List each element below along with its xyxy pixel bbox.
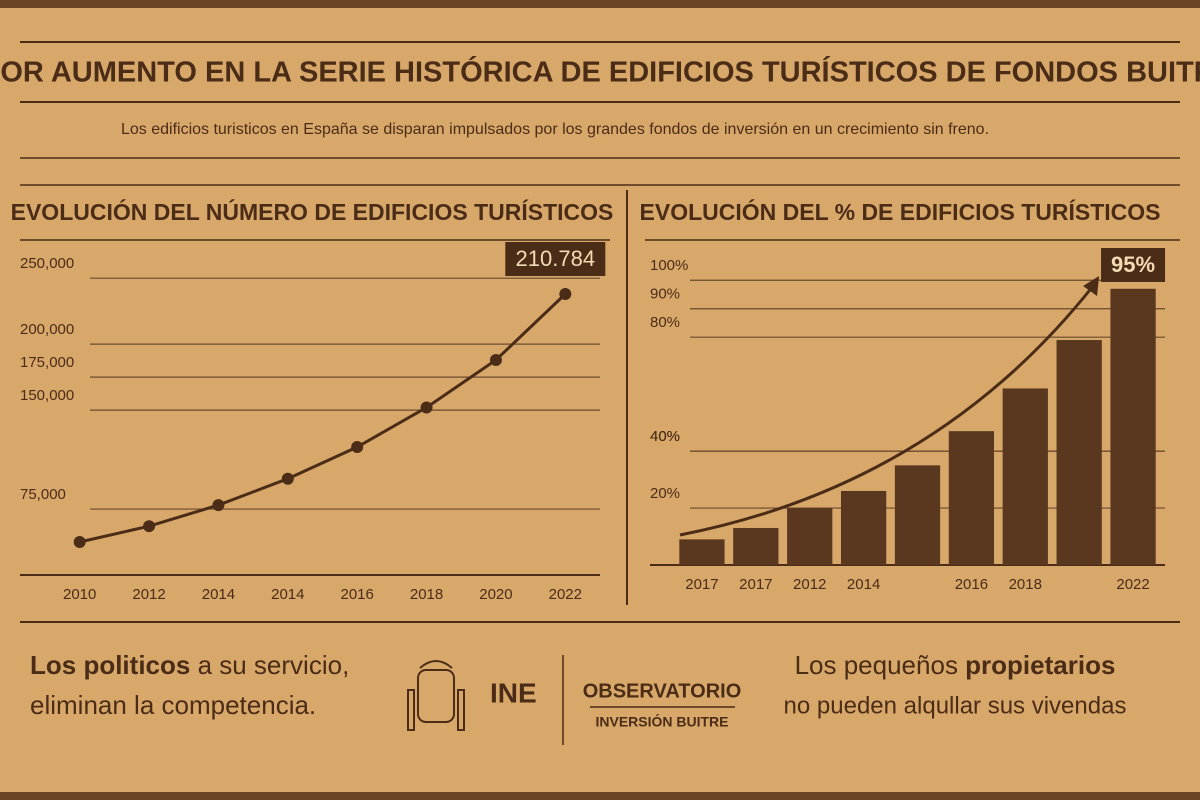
y-tick-label: 40% [650, 428, 680, 445]
bar [787, 508, 833, 565]
marker [143, 520, 156, 533]
annotation: 210.784 [516, 246, 596, 271]
marker [420, 401, 433, 414]
marker [351, 441, 364, 454]
bar [1002, 388, 1048, 565]
bar [1056, 340, 1102, 565]
x-tick-label: 2017 [685, 576, 718, 593]
chart-title: EVOLUCIÓN DEL % DE EDIFICIOS TURÍSTICOS [640, 198, 1161, 225]
annotation-box [505, 242, 606, 277]
footer-left: eliminan la competencia. [30, 690, 316, 720]
marker [281, 472, 294, 485]
footer-bold: propietarios [965, 650, 1115, 680]
x-tick-label: 2012 [132, 586, 165, 603]
arrow-head [1083, 276, 1100, 296]
footer-right: Los pequeños propietarios [795, 650, 1116, 680]
y-tick-label: 250,000 [20, 255, 74, 272]
x-tick-label: 2016 [341, 586, 374, 603]
x-tick-label: 2012 [793, 576, 826, 593]
x-tick-label: 2022 [1116, 576, 1149, 593]
bar [679, 539, 725, 565]
top-border [0, 0, 1200, 8]
bar [733, 527, 779, 565]
bar [840, 490, 887, 565]
bottom-border [0, 792, 1200, 800]
x-tick-label: 2022 [549, 586, 582, 603]
footer-text: a su servicio, [190, 650, 349, 680]
y-tick-label: 90% [650, 286, 680, 303]
chart-title: EVOLUCIÓN DEL NÚMERO DE EDIFICIOS TURÍST… [11, 198, 614, 225]
crest [407, 660, 465, 731]
x-tick-label: 2017 [739, 576, 772, 593]
marker [73, 536, 86, 549]
subtitle: Los edificios turisticos en España se di… [121, 121, 989, 138]
observatory-sub: INVERSIÓN BUITRE [595, 713, 728, 730]
footer-left: Los politicos a su servicio, [30, 650, 349, 680]
annotation: 95% [1111, 252, 1155, 277]
marker [212, 499, 225, 512]
bar [894, 465, 941, 565]
x-tick-label: 2020 [479, 586, 512, 603]
marker [559, 288, 572, 301]
logo: INE [490, 677, 537, 708]
line [79, 292, 567, 544]
x-tick-label: 2018 [1009, 576, 1042, 593]
x-tick-label: 2014 [202, 586, 235, 603]
trend-arrow [679, 285, 1095, 537]
footer-text: Los pequeños [795, 650, 966, 680]
observatory: OBSERVATORIO [583, 680, 742, 702]
footer-right: no pueden alqullar sus vivendas [784, 692, 1127, 719]
y-tick-label: 100% [650, 257, 688, 274]
annotation-box [1101, 248, 1166, 282]
y-tick-label: 80% [650, 314, 680, 331]
x-tick-label: 2018 [410, 586, 443, 603]
y-tick-label: 200,000 [20, 321, 74, 338]
y-tick-label: 40% [650, 428, 680, 445]
title: MAYOR AUMENTO EN LA SERIE HISTÓRICA DE E… [0, 55, 1200, 89]
x-tick-label: 2010 [63, 586, 96, 603]
y-tick-label: 175,000 [20, 354, 74, 371]
bar [1110, 288, 1156, 565]
y-tick-label: 75,000 [20, 486, 66, 503]
x-tick-label: 2016 [955, 576, 988, 593]
x-tick-label: 2014 [271, 586, 304, 603]
y-tick-label: 20% [650, 485, 680, 502]
marker [489, 353, 502, 366]
y-tick-label: 150,000 [20, 387, 74, 404]
x-tick-label: 2014 [847, 576, 880, 593]
footer-bold: Los politicos [30, 650, 190, 680]
bar [948, 431, 995, 565]
